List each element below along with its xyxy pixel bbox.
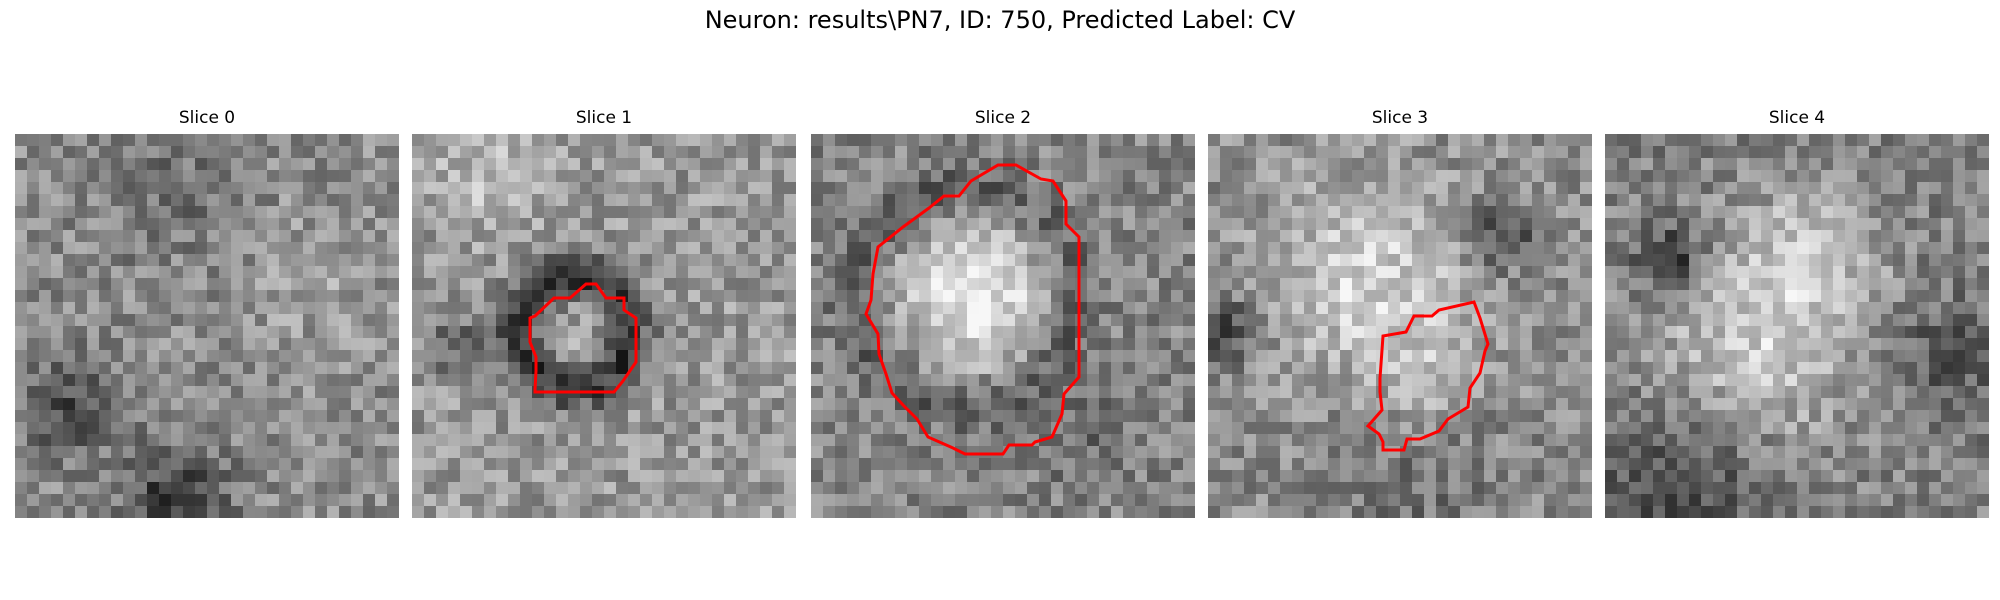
segmentation-contour [528, 282, 638, 394]
slice-image-3 [1208, 134, 1592, 518]
slice-image-4 [1605, 134, 1989, 518]
slice-title: Slice 0 [178, 108, 236, 128]
slice-title: Slice 4 [1768, 108, 1826, 128]
slice-image-2 [811, 134, 1195, 518]
figure-title: Neuron: results\PN7, ID: 750, Predicted … [704, 6, 1296, 34]
segmentation-contour [864, 163, 1081, 456]
slice-image-1 [412, 134, 796, 518]
slice-image-0 [15, 134, 399, 518]
slice-title: Slice 3 [1371, 108, 1429, 128]
slice-title: Slice 1 [575, 108, 633, 128]
segmentation-contour [1365, 300, 1490, 452]
slice-title: Slice 2 [974, 108, 1032, 128]
